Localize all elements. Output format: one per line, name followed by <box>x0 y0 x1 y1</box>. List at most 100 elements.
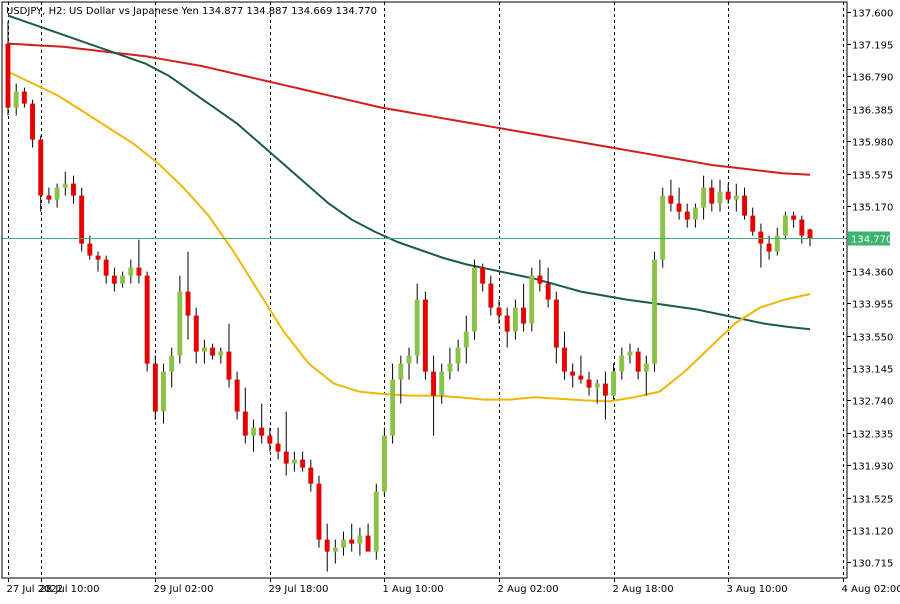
candle-bearish <box>709 188 714 204</box>
candle-bearish <box>578 376 583 380</box>
candle-bullish <box>398 364 403 380</box>
x-tick-label: 4 Aug 02:00 <box>842 584 900 595</box>
candle-bearish <box>538 276 543 284</box>
candle-bearish <box>497 308 502 316</box>
symbol-header: USDJPY, H2: US Dollar vs Japanese Yen 13… <box>6 6 377 17</box>
candle-bearish <box>799 220 804 236</box>
y-tick-label: 131.120 <box>852 527 893 538</box>
candle-bearish <box>554 300 559 348</box>
candle-bearish <box>300 460 305 468</box>
candle-bearish <box>603 384 608 396</box>
candle-bearish <box>668 196 673 204</box>
y-tick-label: 132.335 <box>852 430 893 441</box>
candle-bearish <box>284 452 289 464</box>
y-tick-label: 131.525 <box>852 495 893 506</box>
candle-bearish <box>112 276 117 284</box>
x-tick-label: 28 Jul 10:00 <box>40 584 100 595</box>
candle-bullish <box>333 548 338 552</box>
candle-bearish <box>685 212 690 220</box>
candle-bearish <box>480 268 485 284</box>
candle-bullish <box>439 372 444 396</box>
candle-bullish <box>161 372 166 412</box>
candle-bearish <box>47 196 52 200</box>
candle-bearish <box>210 348 215 356</box>
candle-bearish <box>349 540 354 544</box>
candle-bullish <box>407 356 412 364</box>
candle-bearish <box>79 196 84 244</box>
candle-bullish <box>529 276 534 324</box>
y-tick-label: 135.170 <box>852 203 893 214</box>
candle-bullish <box>292 460 297 464</box>
y-tick-label: 137.195 <box>852 41 893 52</box>
candle-bullish <box>390 380 395 436</box>
candle-bullish <box>513 308 518 332</box>
candle-bullish <box>595 384 600 388</box>
candle-bullish <box>63 184 68 188</box>
candle-bullish <box>456 348 461 364</box>
current-price-label: 134.770 <box>851 235 892 246</box>
candle-bearish <box>587 380 592 388</box>
candle-bullish <box>448 364 453 372</box>
candle-bearish <box>521 308 526 324</box>
candle-bearish <box>186 292 191 316</box>
candle-bearish <box>145 276 150 364</box>
candle-bearish <box>104 260 109 276</box>
candle-bearish <box>259 428 264 436</box>
candle-bearish <box>726 192 731 200</box>
candle-bearish <box>505 316 510 332</box>
y-tick-label: 133.955 <box>852 300 893 311</box>
candle-bearish <box>267 436 272 444</box>
candle-bullish <box>357 536 362 544</box>
candle-bearish <box>562 348 567 372</box>
candle-bearish <box>758 232 763 244</box>
candle-bullish <box>169 356 174 372</box>
x-tick-label: 1 Aug 10:00 <box>383 584 444 595</box>
candle-bearish <box>22 92 27 104</box>
candle-bullish <box>341 540 346 548</box>
candle-bullish <box>783 216 788 236</box>
candle-bearish <box>194 316 199 352</box>
candle-bullish <box>660 196 665 260</box>
candle-bearish <box>791 216 796 220</box>
y-tick-label: 133.145 <box>852 365 893 376</box>
candle-bearish <box>243 412 248 436</box>
candle-bullish <box>652 260 657 364</box>
candle-bearish <box>677 204 682 212</box>
candle-bearish <box>308 468 313 484</box>
candle-bullish <box>382 436 387 492</box>
candle-bullish <box>619 356 624 372</box>
candle-bearish <box>71 184 76 196</box>
candle-bearish <box>808 229 813 238</box>
candle-bearish <box>325 540 330 552</box>
y-tick-label: 135.575 <box>852 171 893 182</box>
candle-bearish <box>366 536 371 552</box>
y-tick-label: 131.930 <box>852 462 893 473</box>
candle-bearish <box>137 268 142 276</box>
candle-bullish <box>415 300 420 356</box>
candle-bullish <box>374 492 379 552</box>
y-tick-label: 136.790 <box>852 73 893 84</box>
candle-bearish <box>317 484 322 540</box>
candle-bullish <box>14 92 19 108</box>
candle-bearish <box>6 44 11 108</box>
candle-bullish <box>611 372 616 396</box>
candle-bearish <box>488 284 493 308</box>
candle-bullish <box>472 268 477 332</box>
x-tick-label: 2 Aug 02:00 <box>498 584 559 595</box>
candle-bearish <box>227 352 232 380</box>
candle-bearish <box>636 352 641 372</box>
y-tick-label: 130.715 <box>852 559 893 570</box>
x-tick-label: 29 Jul 18:00 <box>269 584 329 595</box>
candle-bullish <box>718 192 723 204</box>
x-tick-label: 29 Jul 02:00 <box>154 584 214 595</box>
candle-bullish <box>628 352 633 356</box>
candle-bearish <box>153 364 158 412</box>
candle-bearish <box>742 196 747 216</box>
y-tick-label: 136.385 <box>852 106 893 117</box>
candle-bearish <box>570 372 575 376</box>
candle-bullish <box>701 188 706 208</box>
x-tick-label: 2 Aug 18:00 <box>613 584 674 595</box>
candle-bullish <box>218 352 223 356</box>
